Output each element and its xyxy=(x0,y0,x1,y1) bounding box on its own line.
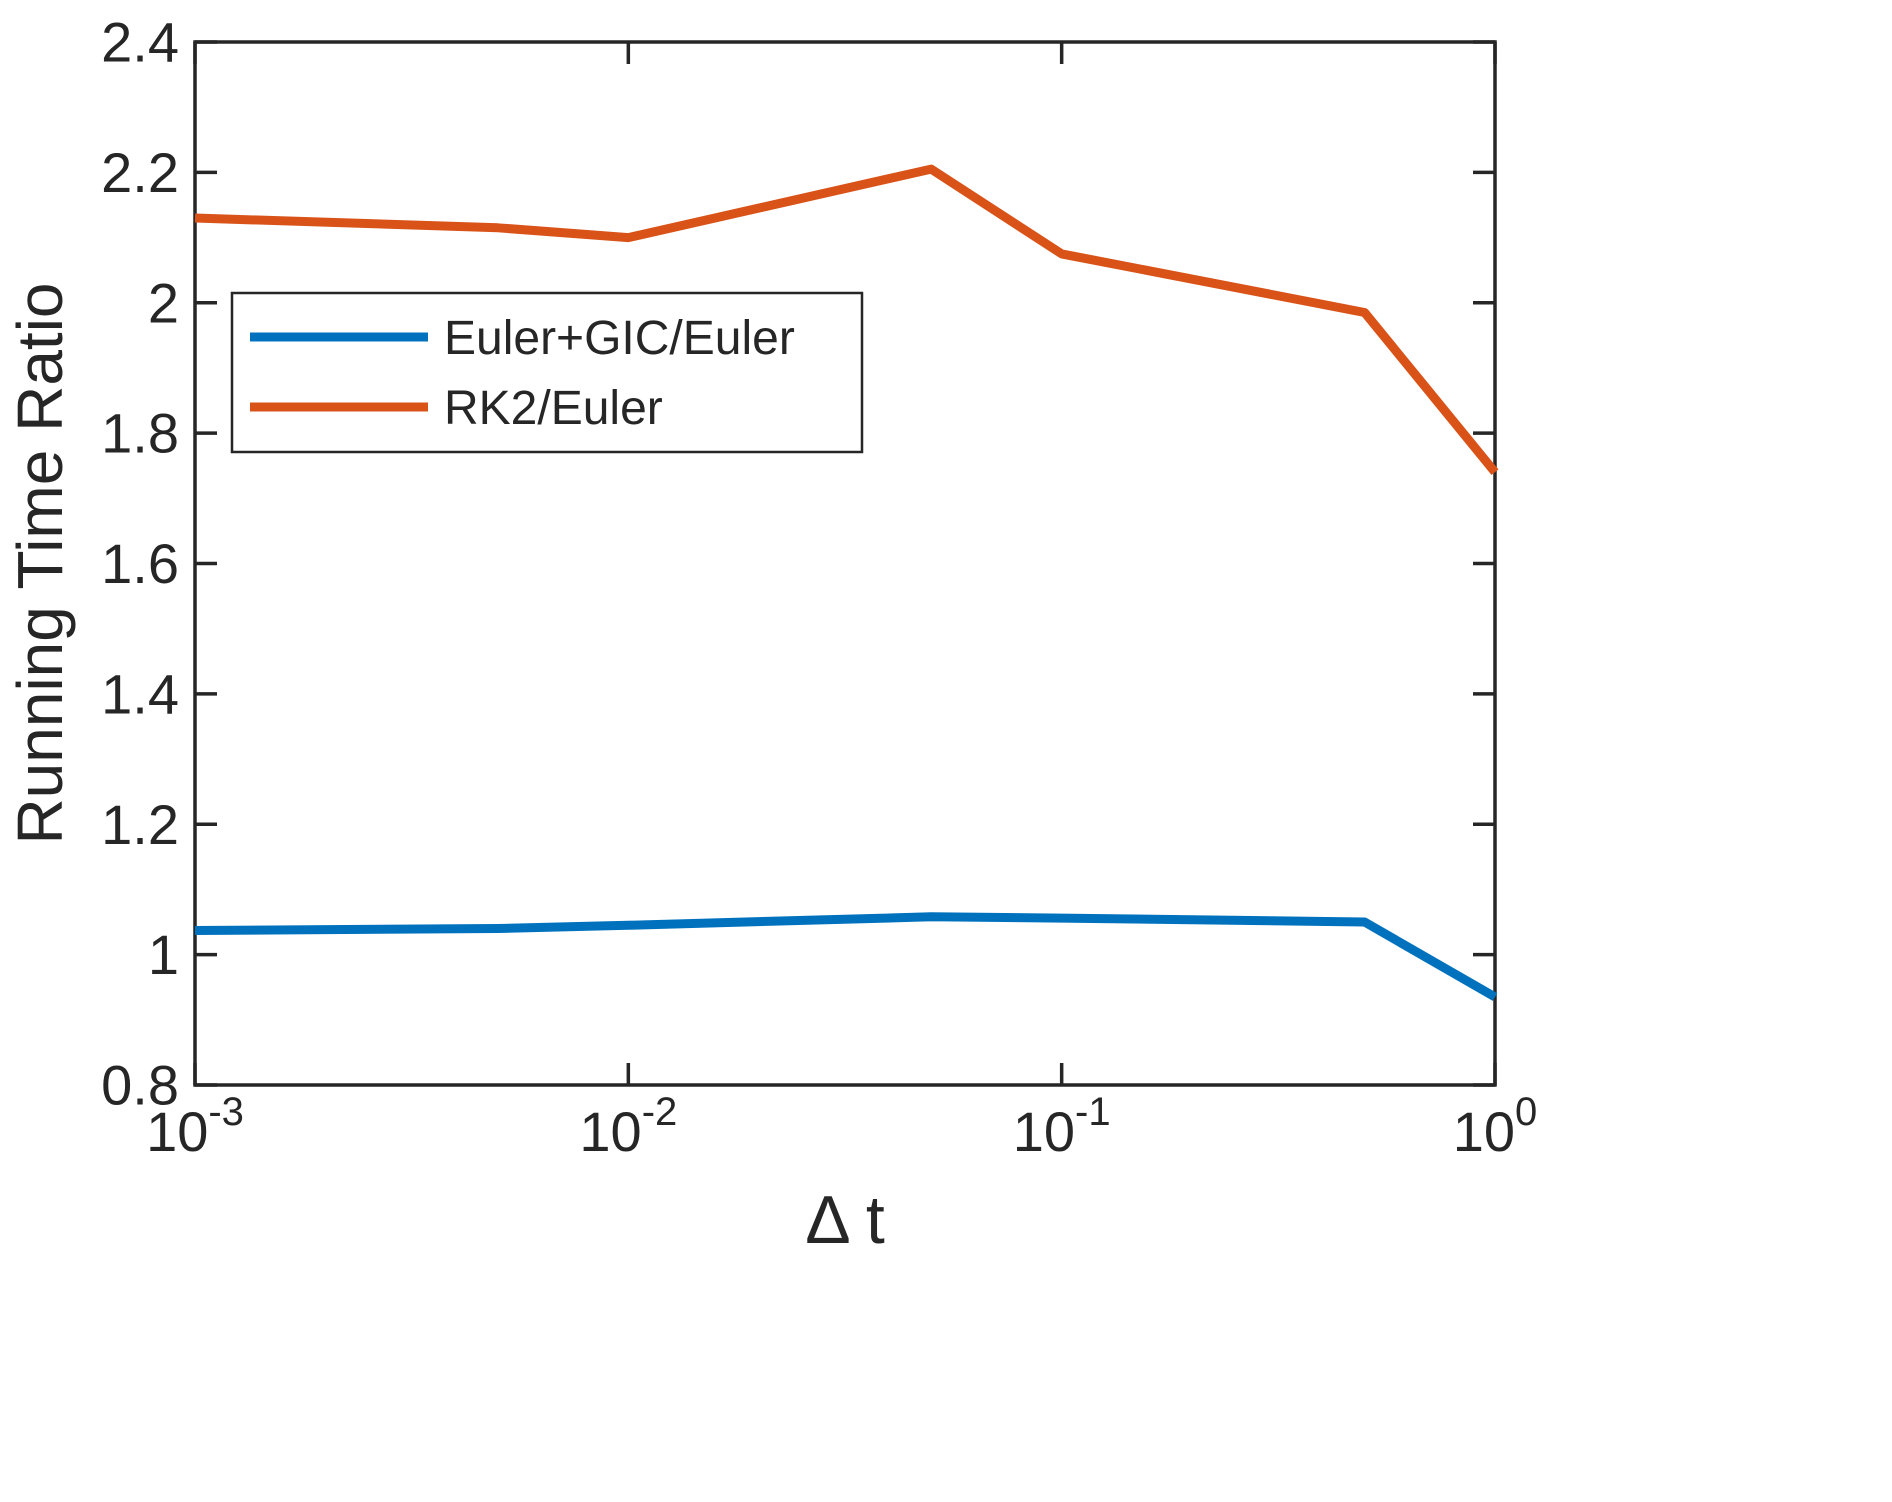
x-tick-label: 10-3 xyxy=(146,1090,244,1163)
x-tick-label: 10-1 xyxy=(1013,1090,1111,1163)
y-tick-label: 1.6 xyxy=(101,532,179,595)
y-tick-label: 2.2 xyxy=(101,141,179,204)
y-tick-label: 1 xyxy=(148,923,179,986)
legend-label: Euler+GIC/Euler xyxy=(444,312,795,365)
y-tick-label: 1.4 xyxy=(101,662,179,725)
y-tick-label: 2.4 xyxy=(101,11,179,74)
legend: Euler+GIC/Euler RK2/Euler xyxy=(230,291,864,454)
y-axis-label: Running Time Ratio xyxy=(4,282,76,844)
series-line-1 xyxy=(194,164,1499,476)
x-tick-label: 100 xyxy=(1453,1090,1538,1163)
y-tick-label: 0.8 xyxy=(101,1054,179,1117)
y-tick-label: 1.8 xyxy=(101,402,179,465)
series-line-0 xyxy=(194,912,1498,1001)
x-axis-label: Δ t xyxy=(805,1182,885,1258)
y-tick-label: 2 xyxy=(148,271,179,334)
x-tick-label: 10-2 xyxy=(579,1090,677,1163)
y-tick-label: 1.2 xyxy=(101,793,179,856)
legend-label: RK2/Euler xyxy=(444,382,663,435)
legend-box xyxy=(230,291,864,454)
